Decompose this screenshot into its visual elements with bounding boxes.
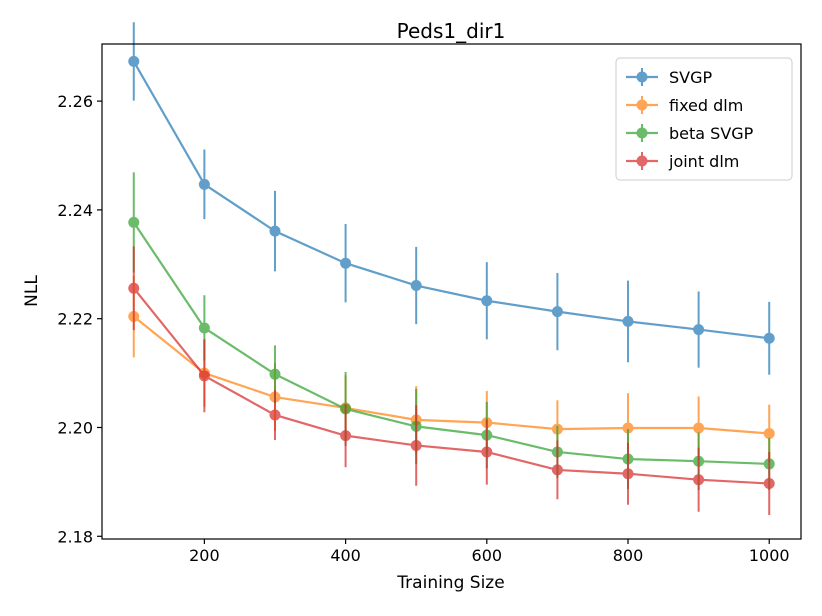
data-point xyxy=(269,409,281,421)
legend-point xyxy=(636,71,648,83)
series-line xyxy=(132,287,770,485)
data-point xyxy=(410,439,422,451)
data-point xyxy=(693,422,705,434)
data-point xyxy=(128,282,140,294)
series-3 xyxy=(128,246,775,516)
data-point xyxy=(622,422,634,434)
series-line xyxy=(133,315,770,435)
legend-marker-2 xyxy=(626,124,658,142)
y-tick-label: 2.20 xyxy=(57,418,93,437)
data-point xyxy=(198,370,210,382)
x-axis-label: Training Size xyxy=(396,573,504,593)
data-point xyxy=(551,464,563,476)
data-point xyxy=(269,368,281,380)
legend-point xyxy=(636,127,648,139)
x-tick-label: 400 xyxy=(330,546,361,565)
data-point xyxy=(128,55,140,67)
y-tick-label: 2.22 xyxy=(57,310,93,329)
x-tick-label: 800 xyxy=(613,546,644,565)
y-tick-label: 2.26 xyxy=(57,92,93,111)
series-line xyxy=(132,60,770,340)
data-point xyxy=(340,430,352,442)
data-point xyxy=(763,332,775,344)
data-point xyxy=(481,446,493,458)
series-line xyxy=(132,221,770,466)
data-point xyxy=(410,280,422,292)
data-point xyxy=(128,216,140,228)
data-point xyxy=(622,468,634,480)
axes-layer: 200 400 600 800 1000 2.18 2.20 2.22 2.24 2.26 xyxy=(57,43,802,565)
data-point xyxy=(269,225,281,237)
data-point xyxy=(481,295,493,307)
legend-label-1: fixed dlm xyxy=(669,96,743,115)
legend-point xyxy=(636,155,648,167)
legend-marker-3 xyxy=(626,152,658,170)
legend-point xyxy=(636,99,648,111)
legend-label-3: joint dlm xyxy=(668,152,739,171)
legend-label-0: SVGP xyxy=(669,68,713,87)
legend-marker-1 xyxy=(626,96,658,114)
data-point xyxy=(551,306,563,318)
legend-marker-0 xyxy=(626,68,658,86)
data-point xyxy=(763,478,775,490)
data-point xyxy=(622,315,634,327)
legend-label-2: beta SVGP xyxy=(669,124,754,143)
data-point xyxy=(198,322,210,334)
series-0 xyxy=(128,22,775,375)
y-tick-label: 2.24 xyxy=(57,201,93,220)
data-point xyxy=(340,257,352,269)
legend: SVGP fixed dlm beta SVGP joint dlm xyxy=(615,57,793,181)
x-tick-label: 1000 xyxy=(749,546,790,565)
data-point xyxy=(693,474,705,486)
plot-frame xyxy=(101,43,802,540)
chart-title: Peds1_dir1 xyxy=(397,19,506,43)
y-axis-label: NLL xyxy=(22,275,42,307)
legend-box xyxy=(615,57,793,181)
data-point xyxy=(693,324,705,336)
y-tick-label: 2.18 xyxy=(57,527,93,546)
x-tick-label: 200 xyxy=(189,546,220,565)
x-tick-label: 600 xyxy=(472,546,503,565)
data-point xyxy=(198,178,210,190)
series-layer xyxy=(128,22,775,516)
data-point xyxy=(763,427,775,439)
